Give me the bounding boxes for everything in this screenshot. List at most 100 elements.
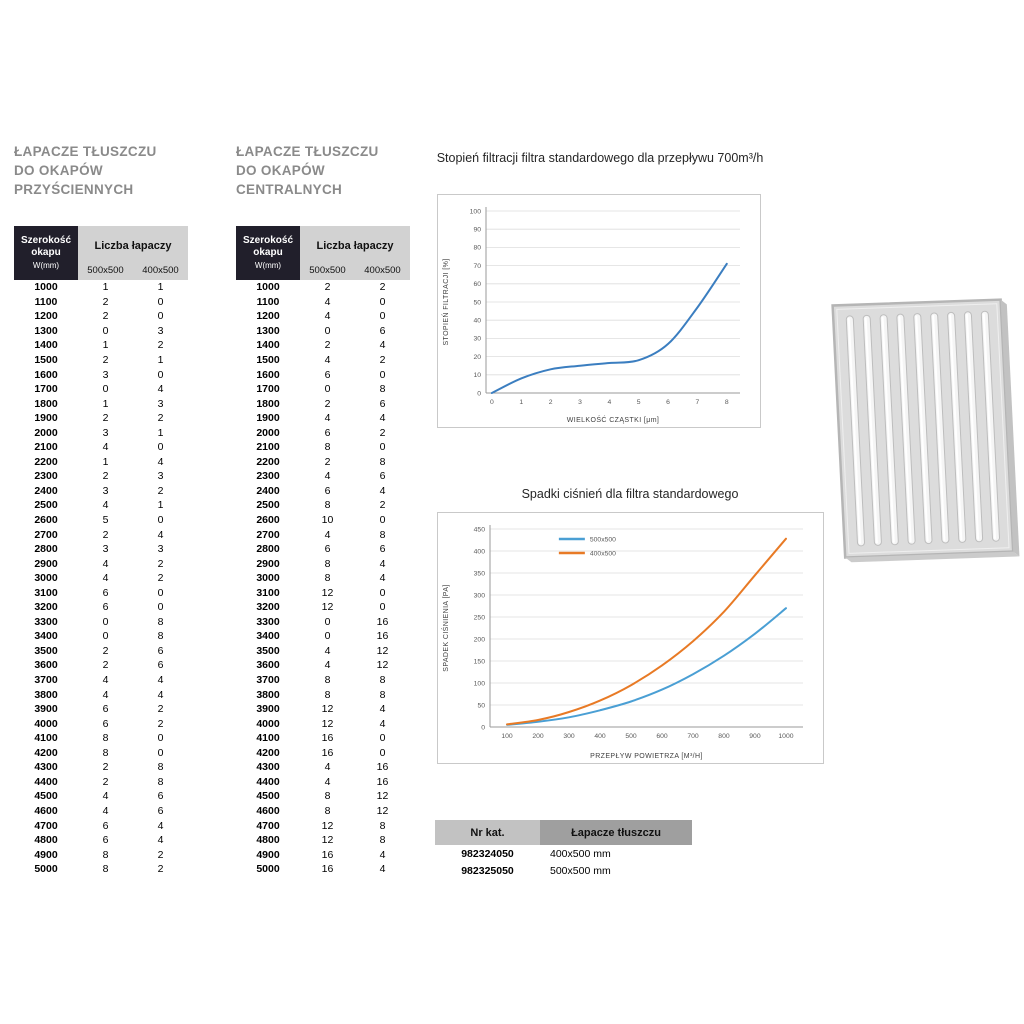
catalog-size: 400x500 mm <box>550 847 611 860</box>
width-cell: 2700 <box>256 528 280 541</box>
width-cell: 4400 <box>34 775 58 788</box>
grease-filter-image <box>831 298 1020 563</box>
count-cell: 2 <box>379 354 386 366</box>
table-row: 3900 6 2 <box>14 702 188 717</box>
width-cell: 3200 <box>34 601 58 614</box>
count-cell: 4 <box>324 354 331 366</box>
count-subheaders: 500x500 400x500 <box>78 265 188 280</box>
width-cell: 2000 <box>34 426 58 439</box>
wall-table-header: Szerokość okapu W(mm) Liczba łapaczy 500… <box>14 226 188 280</box>
table-row: 3300 0 16 <box>236 615 410 630</box>
width-cell: 2500 <box>256 499 280 512</box>
count-column-header: Liczba łapaczy 500x500 400x500 <box>300 226 410 280</box>
table-row: 2200 2 8 <box>236 455 410 470</box>
width-cell: 1800 <box>34 397 58 410</box>
table-row: 1500 4 2 <box>236 353 410 368</box>
count-cell: 8 <box>102 848 109 861</box>
table-row: 2900 4 2 <box>14 556 188 571</box>
width-cell: 2600 <box>256 514 280 527</box>
svg-text:450: 450 <box>474 526 486 533</box>
count-cell: 4 <box>379 412 386 425</box>
width-cell: 2300 <box>256 470 280 483</box>
count-cell: 6 <box>324 368 331 381</box>
width-cell: 4000 <box>34 717 58 730</box>
filtration-chart-title: Stopień filtracji filtra standardowego d… <box>436 151 764 165</box>
count-cell: 8 <box>324 790 331 803</box>
count-cell: 12 <box>321 703 334 716</box>
table-row: 4900 8 2 <box>14 847 188 862</box>
table-row: 1700 0 4 <box>14 382 188 397</box>
width-cell: 3800 <box>34 688 58 701</box>
table-row: 3000 4 2 <box>14 571 188 586</box>
width-cell: 2200 <box>256 455 280 468</box>
central-table-title-line: CENTRALNYCH <box>236 182 343 197</box>
width-cell: 1200 <box>256 310 280 323</box>
count-cell: 4 <box>102 499 109 512</box>
count-cell: 8 <box>379 455 386 468</box>
table-row: 2700 2 4 <box>14 527 188 542</box>
width-cell: 4800 <box>256 834 280 847</box>
table-row: 4300 2 8 <box>14 760 188 775</box>
width-cell: 1700 <box>34 383 58 396</box>
count-cell: 12 <box>376 790 389 803</box>
table-row: 2400 6 4 <box>236 484 410 499</box>
width-cell: 4400 <box>256 775 280 788</box>
svg-text:STOPIEŃ FILTRACJI [%]: STOPIEŃ FILTRACJI [%] <box>441 258 450 345</box>
count-cell: 3 <box>102 368 109 381</box>
svg-text:600: 600 <box>656 733 668 740</box>
count-cell: 4 <box>379 572 386 585</box>
count-cell: 4 <box>324 412 331 425</box>
width-cell: 1900 <box>34 412 58 425</box>
svg-text:0: 0 <box>481 724 485 731</box>
width-header-label: okapu <box>253 246 283 258</box>
catalog-row: 982324050 400x500 mm <box>435 845 692 862</box>
count-cell: 3 <box>157 324 164 337</box>
table-row: 1900 4 4 <box>236 411 410 426</box>
svg-text:100: 100 <box>501 733 513 740</box>
table-row: 4700 6 4 <box>14 818 188 833</box>
count-cell: 4 <box>324 528 331 541</box>
table-row: 4900 16 4 <box>236 847 410 862</box>
count-cell: 6 <box>157 790 164 803</box>
svg-text:50: 50 <box>477 702 485 709</box>
table-row: 3800 4 4 <box>14 687 188 702</box>
svg-text:PRZEPŁYW POWIETRZA [M³/H]: PRZEPŁYW POWIETRZA [M³/H] <box>590 753 703 760</box>
count-cell: 4 <box>324 310 331 323</box>
width-cell: 4100 <box>256 732 280 745</box>
count-cell: 1 <box>157 354 164 366</box>
table-row: 4800 6 4 <box>14 833 188 848</box>
table-row: 3500 4 12 <box>236 644 410 659</box>
width-cell: 1500 <box>34 354 58 366</box>
wall-table-title-line: DO OKAPÓW <box>14 163 103 178</box>
count-cell: 2 <box>324 455 331 468</box>
count-cell: 16 <box>376 761 389 774</box>
count-header-label: Liczba łapaczy <box>316 239 394 252</box>
count-cell: 6 <box>324 543 331 556</box>
table-row: 4100 8 0 <box>14 731 188 746</box>
svg-text:700: 700 <box>687 733 699 740</box>
svg-text:80: 80 <box>473 245 481 252</box>
catalog-row: 982325050 500x500 mm <box>435 862 692 879</box>
svg-text:500x500: 500x500 <box>590 537 616 544</box>
count-cell: 16 <box>321 863 334 876</box>
width-cell: 5000 <box>256 863 280 876</box>
svg-text:0: 0 <box>490 399 494 406</box>
table-row: 3600 2 6 <box>14 658 188 673</box>
count-cell: 2 <box>102 659 109 672</box>
count-cell: 12 <box>321 819 334 832</box>
count-cell: 2 <box>324 281 331 294</box>
table-row: 4700 12 8 <box>236 818 410 833</box>
svg-text:8: 8 <box>725 399 729 406</box>
count-cell: 3 <box>102 426 109 439</box>
svg-text:1: 1 <box>519 399 523 406</box>
count-cell: 2 <box>102 644 109 657</box>
table-row: 4000 12 4 <box>236 716 410 731</box>
table-row: 2600 10 0 <box>236 513 410 528</box>
table-row: 1200 2 0 <box>14 309 188 324</box>
width-cell: 4900 <box>34 848 58 861</box>
count-cell: 0 <box>379 310 386 323</box>
width-cell: 4000 <box>256 717 280 730</box>
svg-text:10: 10 <box>473 372 481 379</box>
count-cell: 6 <box>324 426 331 439</box>
table-row: 3100 6 0 <box>14 585 188 600</box>
